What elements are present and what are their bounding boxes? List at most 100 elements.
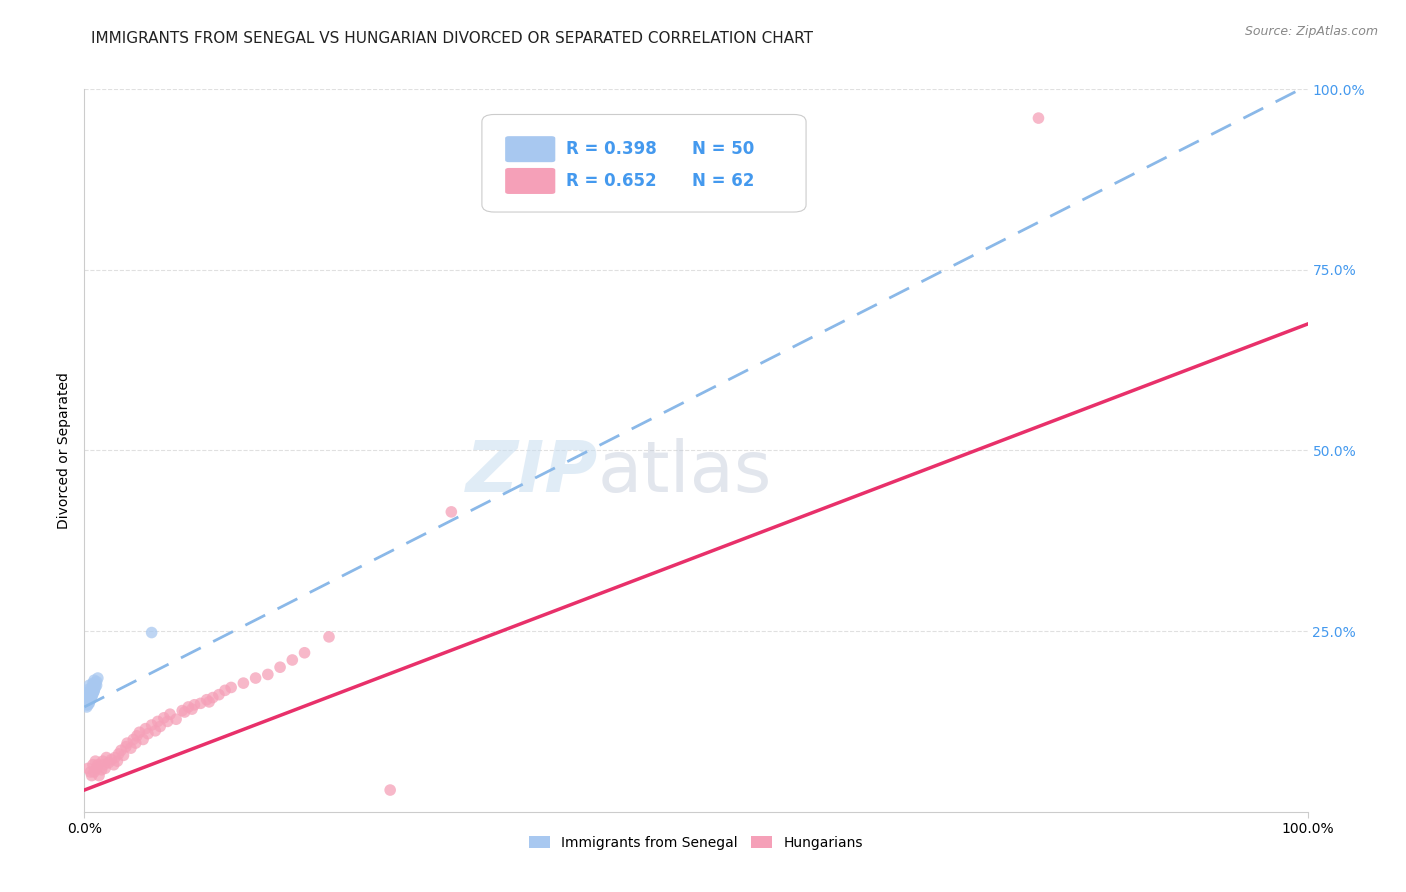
- Point: [83, 683, 105, 698]
- Text: R = 0.652: R = 0.652: [567, 172, 657, 190]
- Point: [125, 736, 148, 750]
- Point: [97, 756, 120, 770]
- Point: [149, 719, 172, 733]
- Text: IMMIGRANTS FROM SENEGAL VS HUNGARIAN DIVORCED OR SEPARATED CORRELATION CHART: IMMIGRANTS FROM SENEGAL VS HUNGARIAN DIV…: [91, 31, 814, 46]
- Text: atlas: atlas: [598, 438, 772, 507]
- Point: [115, 739, 138, 754]
- Point: [136, 727, 159, 741]
- Point: [1028, 111, 1050, 125]
- Point: [87, 757, 110, 772]
- Point: [77, 689, 100, 703]
- Legend: Immigrants from Senegal, Hungarians: Immigrants from Senegal, Hungarians: [523, 830, 869, 855]
- Point: [77, 678, 100, 692]
- Point: [80, 681, 103, 696]
- Point: [77, 691, 100, 706]
- Point: [120, 741, 142, 756]
- Point: [96, 750, 118, 764]
- Point: [82, 687, 104, 701]
- Y-axis label: Divorced or Separated: Divorced or Separated: [58, 372, 72, 529]
- FancyBboxPatch shape: [505, 168, 555, 194]
- Point: [84, 676, 107, 690]
- Point: [141, 625, 163, 640]
- Point: [82, 683, 104, 698]
- Point: [79, 689, 101, 703]
- Point: [269, 660, 291, 674]
- Point: [181, 702, 204, 716]
- Point: [79, 692, 101, 706]
- Point: [77, 695, 100, 709]
- Point: [135, 722, 157, 736]
- Point: [83, 684, 105, 698]
- Point: [153, 711, 176, 725]
- Point: [195, 692, 218, 706]
- Point: [132, 732, 155, 747]
- Point: [77, 685, 100, 699]
- Point: [245, 671, 267, 685]
- Point: [76, 698, 98, 712]
- Point: [82, 685, 104, 699]
- Point: [84, 754, 107, 768]
- Point: [214, 683, 236, 698]
- Point: [110, 743, 132, 757]
- Point: [380, 783, 402, 797]
- Point: [77, 681, 100, 696]
- Point: [77, 695, 100, 709]
- Point: [76, 695, 98, 709]
- Point: [79, 689, 101, 703]
- Point: [440, 505, 463, 519]
- Text: Source: ZipAtlas.com: Source: ZipAtlas.com: [1244, 25, 1378, 38]
- Point: [104, 750, 127, 764]
- Point: [77, 687, 100, 701]
- Point: [112, 748, 135, 763]
- Point: [79, 685, 101, 699]
- Point: [190, 696, 212, 710]
- Point: [159, 707, 181, 722]
- Point: [80, 690, 103, 705]
- Point: [83, 673, 105, 688]
- Point: [77, 696, 100, 710]
- Point: [80, 687, 103, 701]
- Text: ZIP: ZIP: [465, 438, 598, 507]
- Point: [76, 700, 98, 714]
- Point: [83, 764, 105, 779]
- Point: [208, 688, 231, 702]
- Point: [173, 705, 195, 719]
- Point: [80, 688, 103, 702]
- Point: [80, 687, 103, 701]
- Text: N = 62: N = 62: [692, 172, 755, 190]
- Point: [87, 769, 110, 783]
- Point: [146, 714, 169, 729]
- Point: [77, 692, 100, 706]
- Point: [83, 678, 105, 692]
- FancyBboxPatch shape: [482, 114, 806, 212]
- Point: [82, 681, 104, 696]
- Point: [91, 754, 114, 768]
- Point: [77, 698, 100, 712]
- Point: [281, 653, 304, 667]
- Point: [115, 736, 138, 750]
- Point: [90, 763, 112, 777]
- Point: [294, 646, 316, 660]
- Point: [107, 747, 129, 761]
- Point: [77, 690, 100, 705]
- Point: [143, 723, 166, 738]
- Point: [105, 754, 128, 768]
- Point: [82, 681, 104, 695]
- Point: [80, 769, 103, 783]
- Point: [79, 685, 101, 699]
- Point: [183, 698, 205, 712]
- Point: [82, 676, 104, 690]
- Point: [172, 704, 194, 718]
- Point: [100, 753, 122, 767]
- Point: [141, 718, 163, 732]
- Point: [79, 689, 101, 703]
- Point: [82, 685, 104, 699]
- Point: [80, 689, 103, 703]
- Point: [77, 692, 100, 706]
- Point: [77, 696, 100, 710]
- Point: [77, 761, 100, 775]
- Point: [82, 757, 104, 772]
- Point: [79, 690, 101, 705]
- Text: N = 50: N = 50: [692, 140, 755, 158]
- Point: [232, 676, 254, 690]
